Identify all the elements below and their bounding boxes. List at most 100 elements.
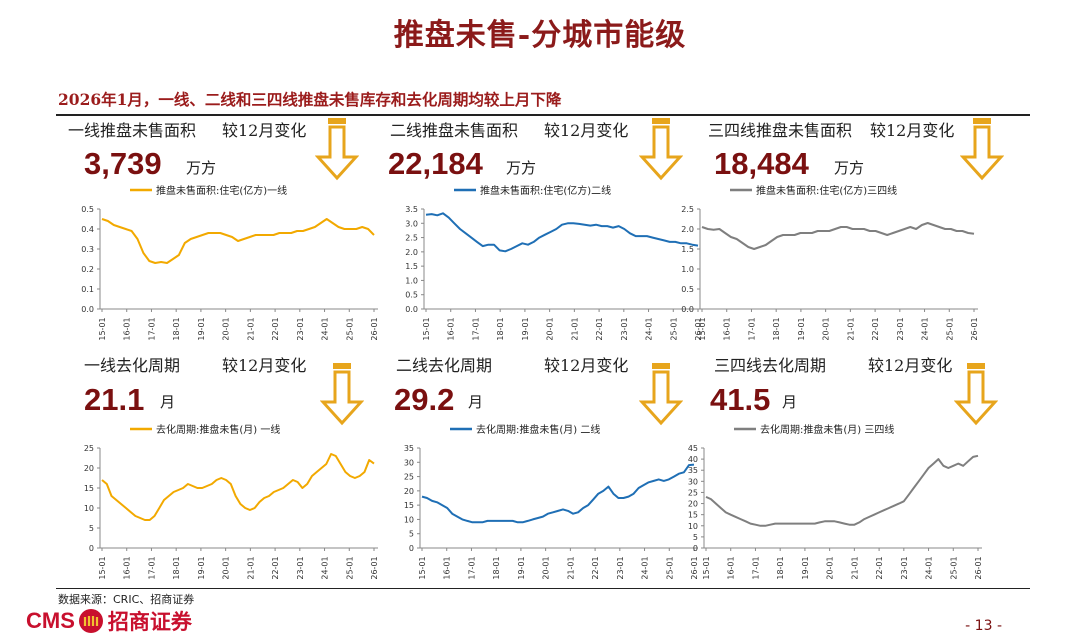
panel-name: 二线推盘未售面积 xyxy=(390,121,519,140)
panel-change-label: 较12月变化 xyxy=(544,121,629,140)
x-tick-label: 16-01 xyxy=(727,556,736,579)
y-tick-label: 40 xyxy=(688,455,698,464)
y-tick-label: 2.0 xyxy=(681,225,694,234)
x-tick-label: 23-01 xyxy=(296,556,305,579)
x-tick-label: 21-01 xyxy=(566,556,575,579)
x-tick-label: 22-01 xyxy=(595,317,604,340)
x-tick-label: 16-01 xyxy=(123,317,132,340)
logo-cms-text: CMS xyxy=(26,608,75,633)
panel-tier2-cycle: 二线去化周期 较12月变化 29.2 月 去化周期:推盘未售(月) 二线 0 5 10… xyxy=(384,352,714,594)
y-tick-label: 35 xyxy=(688,466,698,475)
panel-name: 三四线推盘未售面积 xyxy=(708,121,853,140)
down-arrow-icon xyxy=(639,363,683,426)
x-tick-label: 24-01 xyxy=(921,317,930,340)
x-tick-label: 25-01 xyxy=(345,317,354,340)
x-tick-label: 18-01 xyxy=(496,317,505,340)
brand-logo: CMS 招商证券 xyxy=(26,606,192,636)
x-tick-label: 25-01 xyxy=(669,317,678,340)
y-tick-label: 45 xyxy=(688,444,698,453)
x-tick-label: 24-01 xyxy=(321,317,330,340)
x-tick-label: 23-01 xyxy=(616,556,625,579)
x-tick-label: 16-01 xyxy=(723,317,732,340)
y-tick-label: 1.5 xyxy=(405,262,418,271)
down-arrow-icon xyxy=(315,118,359,181)
panel-unit: 万方 xyxy=(186,159,217,177)
top-divider xyxy=(56,114,1030,116)
x-tick-label: 20-01 xyxy=(822,317,831,340)
x-tick-label: 17-01 xyxy=(147,317,156,340)
y-tick-label: 0.2 xyxy=(81,265,94,274)
x-tick-label: 15-01 xyxy=(702,556,711,579)
x-tick-label: 25-01 xyxy=(345,556,354,579)
x-tick-label: 25-01 xyxy=(665,556,674,579)
down-arrow-icon xyxy=(320,363,364,426)
x-tick-label: 15-01 xyxy=(98,317,107,340)
panel-tier1-inventory: 一线推盘未售面积 较12月变化 3,739 万方 推盘未售面积:住宅(亿方)一线… xyxy=(60,117,390,359)
y-tick-label: 1.0 xyxy=(681,265,694,274)
x-tick-label: 22-01 xyxy=(875,556,884,579)
x-tick-label: 23-01 xyxy=(620,317,629,340)
x-tick-label: 25-01 xyxy=(945,317,954,340)
panel-value: 3,739 xyxy=(84,146,162,181)
page-subtitle: 2026年1月，一线、二线和三四线推盘未售库存和去化周期均较上月下降 xyxy=(58,90,562,109)
y-tick-label: 0.0 xyxy=(681,305,694,314)
x-tick-label: 20-01 xyxy=(222,556,231,579)
series-line xyxy=(101,453,375,521)
y-tick-label: 15 xyxy=(688,511,698,520)
y-tick-label: 15 xyxy=(84,484,94,493)
y-tick-label: 10 xyxy=(404,515,414,524)
panel-unit: 万方 xyxy=(834,159,865,177)
x-tick-label: 22-01 xyxy=(871,317,880,340)
x-tick-label: 21-01 xyxy=(570,317,579,340)
x-tick-label: 19-01 xyxy=(801,556,810,579)
x-tick-label: 21-01 xyxy=(246,317,255,340)
down-arrow-icon xyxy=(954,363,998,426)
x-tick-label: 17-01 xyxy=(147,556,156,579)
x-tick-label: 21-01 xyxy=(846,317,855,340)
series-line xyxy=(101,218,375,264)
series-line xyxy=(425,212,699,253)
x-tick-label: 21-01 xyxy=(850,556,859,579)
panel-unit: 月 xyxy=(468,393,484,411)
x-tick-label: 19-01 xyxy=(517,556,526,579)
logo-emblem-icon xyxy=(78,609,103,633)
panel-change-label: 较12月变化 xyxy=(222,356,307,375)
chart-tier1-inventory: 推盘未售面积:住宅(亿方)一线 0.0 0.1 0.2 0.3 0.4 0.5 15-01 16… xyxy=(81,184,379,341)
x-tick-label: 22-01 xyxy=(591,556,600,579)
y-tick-label: 30 xyxy=(688,477,698,486)
x-tick-label: 18-01 xyxy=(172,556,181,579)
x-tick-label: 19-01 xyxy=(197,317,206,340)
panel-value: 41.5 xyxy=(710,382,771,417)
legend-label: 推盘未售面积:住宅(亿方)二线 xyxy=(480,184,611,197)
x-tick-label: 22-01 xyxy=(271,556,280,579)
x-tick-label: 16-01 xyxy=(123,556,132,579)
x-tick-label: 24-01 xyxy=(321,556,330,579)
x-tick-label: 23-01 xyxy=(900,556,909,579)
x-tick-label: 17-01 xyxy=(747,317,756,340)
x-tick-label: 26-01 xyxy=(970,317,979,340)
y-tick-label: 3.0 xyxy=(405,219,418,228)
x-tick-label: 18-01 xyxy=(776,556,785,579)
x-tick-label: 22-01 xyxy=(271,317,280,340)
y-tick-label: 0 xyxy=(409,544,414,553)
y-tick-label: 20 xyxy=(404,487,414,496)
x-tick-label: 24-01 xyxy=(645,317,654,340)
y-tick-label: 25 xyxy=(688,488,698,497)
panel-name: 一线去化周期 xyxy=(84,356,181,375)
y-tick-label: 1.0 xyxy=(405,276,418,285)
y-tick-label: 30 xyxy=(404,458,414,467)
y-tick-label: 35 xyxy=(404,444,414,453)
x-tick-label: 26-01 xyxy=(370,556,379,579)
y-tick-label: 2.0 xyxy=(405,248,418,257)
x-tick-label: 15-01 xyxy=(422,317,431,340)
y-tick-label: 0.5 xyxy=(681,285,694,294)
chart-tier3-inventory: 推盘未售面积:住宅(亿方)三四线 0.0 0.5 1.0 1.5 2.0 2.5 15-01 1… xyxy=(681,184,979,341)
chart-tier1-cycle: 去化周期:推盘未售(月) 一线 0 5 10 15 20 25 15-01 16-01 17-01… xyxy=(84,423,379,580)
x-tick-label: 18-01 xyxy=(772,317,781,340)
legend-label: 去化周期:推盘未售(月) 二线 xyxy=(476,423,600,436)
x-tick-label: 15-01 xyxy=(98,556,107,579)
x-tick-label: 17-01 xyxy=(751,556,760,579)
y-tick-label: 25 xyxy=(404,473,414,482)
x-tick-label: 20-01 xyxy=(546,317,555,340)
x-tick-label: 24-01 xyxy=(641,556,650,579)
